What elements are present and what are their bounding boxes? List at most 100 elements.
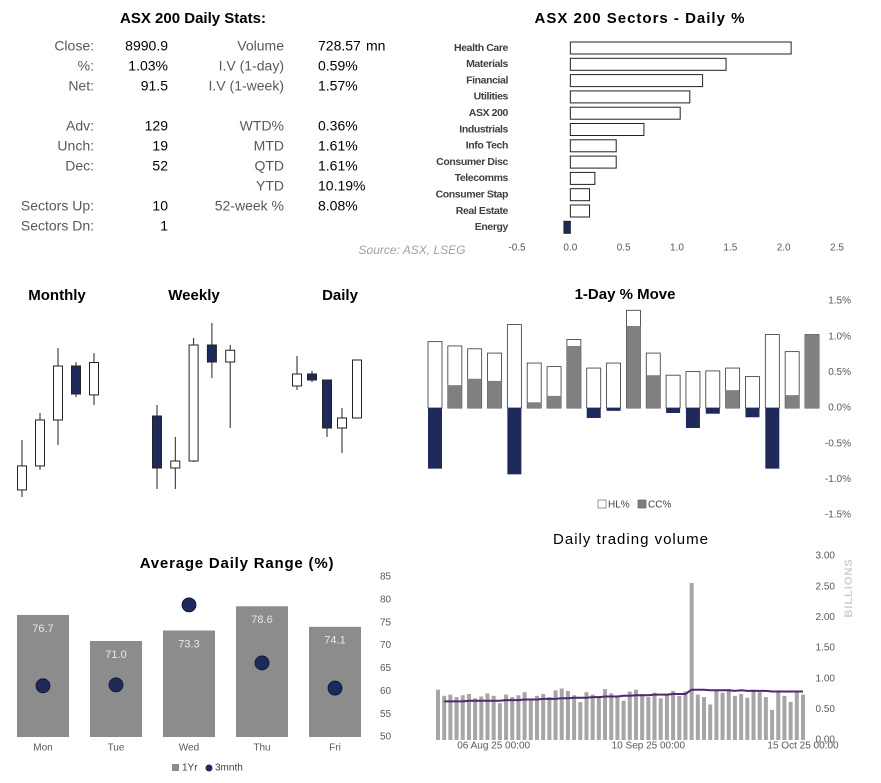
bar: [725, 390, 740, 408]
category-label: Telecomms: [455, 172, 509, 184]
candle-body: [206, 344, 217, 363]
bar: [541, 694, 546, 740]
y-tick-label: 1.50: [816, 643, 836, 654]
value-label: 71.0: [105, 649, 126, 661]
bar: [720, 692, 725, 740]
candle-body: [35, 419, 45, 467]
chart-title: Weekly: [168, 287, 220, 304]
stat-value: 129: [145, 118, 169, 134]
bar: [708, 704, 713, 740]
stat-value: 10: [152, 198, 168, 214]
bar: [436, 689, 440, 740]
stat-value: 91.5: [141, 78, 168, 94]
bar: [473, 698, 478, 740]
bar: [683, 691, 688, 740]
bar: [695, 694, 700, 740]
bar: [764, 334, 780, 409]
bar: [782, 695, 787, 740]
category-label: Utilities: [474, 91, 509, 103]
bar: [448, 694, 453, 740]
candle-body: [292, 373, 302, 387]
legend-swatch: [205, 764, 213, 772]
bar: [757, 692, 762, 740]
x-tick-label: 06 Aug 25 00:00: [457, 741, 530, 752]
category-label: Health Care: [454, 42, 509, 54]
x-tick-label: 2.0: [777, 243, 791, 254]
bar: [685, 408, 700, 428]
bar: [534, 695, 539, 740]
x-tick-label: 10 Sep 25 00:00: [612, 741, 686, 752]
stat-label: I.V (1-week): [209, 78, 284, 94]
stat-value: 1.61%: [318, 158, 358, 174]
x-tick-label: Fri: [329, 743, 341, 754]
x-tick-label: Thu: [253, 743, 270, 754]
bar: [805, 334, 819, 408]
bar: [491, 695, 496, 740]
bar: [745, 408, 760, 418]
bar: [427, 341, 443, 409]
bar: [615, 695, 620, 740]
x-tick-label: 1.5: [723, 243, 737, 254]
bar: [547, 697, 552, 740]
candle-body: [322, 379, 332, 429]
bar: [646, 375, 661, 408]
candle-body: [53, 365, 63, 421]
bar: [776, 690, 781, 740]
bar: [633, 689, 638, 740]
bar: [646, 697, 651, 740]
category-label: Industrials: [459, 123, 508, 135]
stat-value: 1: [160, 218, 168, 234]
bar: [751, 689, 756, 740]
bar: [788, 701, 793, 740]
stat-value: 1.03%: [128, 58, 168, 74]
bar: [770, 709, 775, 740]
stat-label: YTD: [256, 178, 284, 194]
chart-title: 1-Day % Move: [575, 286, 676, 303]
category-label: Energy: [475, 221, 509, 233]
bar: [428, 408, 442, 469]
bar: [765, 408, 780, 469]
dot: [327, 680, 343, 696]
y-tick-label: 2.50: [816, 581, 836, 592]
stat-value: 52: [152, 158, 168, 174]
bar: [460, 695, 465, 740]
bar: [547, 395, 562, 408]
bar: [467, 378, 482, 408]
legend-label: HL%: [608, 500, 630, 511]
candle-body: [337, 417, 347, 429]
bar: [569, 90, 691, 104]
y-tick-label: 0.50: [816, 704, 836, 715]
bar: [572, 695, 577, 740]
bar: [569, 123, 645, 136]
bar: [526, 362, 542, 409]
bar: [621, 700, 626, 740]
stat-value: 0.59%: [318, 58, 358, 74]
y-tick-label: 1.0%: [828, 331, 851, 342]
bar: [626, 325, 641, 408]
bar: [163, 630, 215, 737]
y-tick-label: -1.0%: [825, 474, 851, 485]
bar: [510, 697, 515, 740]
stat-label: Net:: [68, 78, 94, 94]
bar: [671, 690, 676, 740]
bar: [569, 155, 617, 169]
bar: [17, 614, 69, 737]
chart-title: Monthly: [28, 287, 86, 304]
legend-swatch: [597, 499, 607, 509]
bar: [732, 695, 737, 740]
bar: [586, 408, 601, 418]
bar: [485, 693, 490, 740]
chart-title: Average Daily Range (%): [140, 555, 335, 572]
dot: [254, 655, 270, 671]
bar: [553, 690, 558, 740]
bar: [590, 694, 595, 740]
stat-label: Unch:: [57, 138, 94, 154]
stat-value: 10.19%: [318, 178, 365, 194]
y-tick-label: 60: [380, 686, 392, 697]
y-tick-label: 50: [380, 732, 392, 743]
dot: [35, 678, 51, 694]
bar: [454, 697, 459, 740]
bar: [566, 345, 581, 408]
bar: [584, 692, 589, 740]
legend-swatch: [172, 764, 179, 771]
